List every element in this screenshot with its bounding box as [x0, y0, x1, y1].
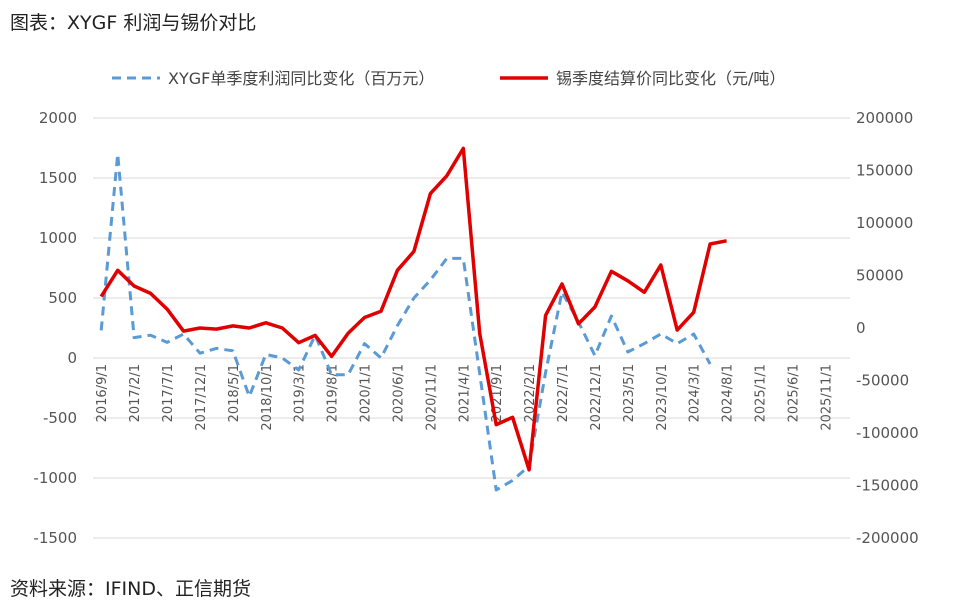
x-axis-tick-label: 2022/12/1	[589, 364, 604, 431]
x-axis-tick-label: 2025/1/1	[753, 364, 768, 422]
x-axis-tick-label: 2019/8/1	[326, 364, 341, 422]
x-axis-tick-label: 2023/10/1	[655, 364, 670, 431]
x-axis-tick-label: 2022/7/1	[556, 364, 571, 422]
x-axis-tick-label: 2025/11/1	[819, 364, 834, 431]
x-axis-tick-label: 2024/8/1	[721, 364, 736, 422]
x-axis-tick-label: 2024/3/1	[688, 364, 703, 422]
right-axis-tick-label: 200000	[856, 109, 913, 127]
left-axis-tick-label: -500	[43, 409, 77, 427]
x-axis-tick-label: 2023/5/1	[622, 364, 637, 422]
tin-series-line	[99, 146, 727, 472]
x-axis-tick-label: 2017/7/1	[161, 364, 176, 422]
x-axis-tick-label: 2017/2/1	[128, 364, 143, 422]
left-axis-tick-label: -1500	[33, 529, 77, 547]
left-axis-tick-label: 0	[67, 349, 77, 367]
x-axis-tick-label: 2016/9/1	[95, 364, 110, 422]
left-axis-tick-label: 500	[48, 289, 77, 307]
source-note: 资料来源：IFIND、正信期货	[10, 578, 251, 600]
left-axis-tick-label: 2000	[39, 109, 77, 127]
legend-label-tin: 锡季度结算价同比变化（元/吨）	[556, 69, 785, 88]
right-axis-tick-label: -200000	[856, 529, 919, 547]
x-axis-tick-label: 2025/6/1	[786, 364, 801, 422]
right-axis-tick-label: -50000	[856, 372, 909, 390]
x-axis-tick-label: 2020/6/1	[391, 364, 406, 422]
right-axis-tick-label: 0	[856, 319, 866, 337]
right-axis-tick-label: -100000	[856, 424, 919, 442]
right-axis-tick-label: 150000	[856, 162, 913, 180]
left-axis-tick-label: 1500	[39, 169, 77, 187]
x-axis-tick-label: 2021/4/1	[457, 364, 472, 422]
right-axis-tick-label: 50000	[856, 267, 904, 285]
x-axis-tick-label: 2020/11/1	[424, 364, 439, 431]
right-axis-tick-label: 100000	[856, 214, 913, 232]
profit-series-line	[99, 152, 712, 492]
legend-label-profit: XYGF单季度利润同比变化（百万元）	[168, 69, 434, 88]
x-axis-tick-label: 2017/12/1	[194, 364, 209, 431]
x-axis-tick-label: 2018/5/1	[227, 364, 242, 422]
x-axis-tick-label: 2019/3/1	[293, 364, 308, 422]
chart-title: 图表：XYGF 利润与锡价对比	[10, 12, 257, 34]
x-axis-tick-label: 2020/1/1	[359, 364, 374, 422]
dual-axis-line-chart: 2000 1500 1000 500 0 -500 -1000 -1500 200000 1500…	[33, 69, 919, 547]
x-axis-tick-label: 2018/10/1	[260, 364, 275, 431]
left-axis-tick-label: 1000	[39, 229, 77, 247]
right-axis-tick-label: -150000	[856, 477, 919, 495]
x-axis-tick-label: 2021/9/1	[490, 364, 505, 422]
left-axis-tick-label: -1000	[33, 469, 77, 487]
